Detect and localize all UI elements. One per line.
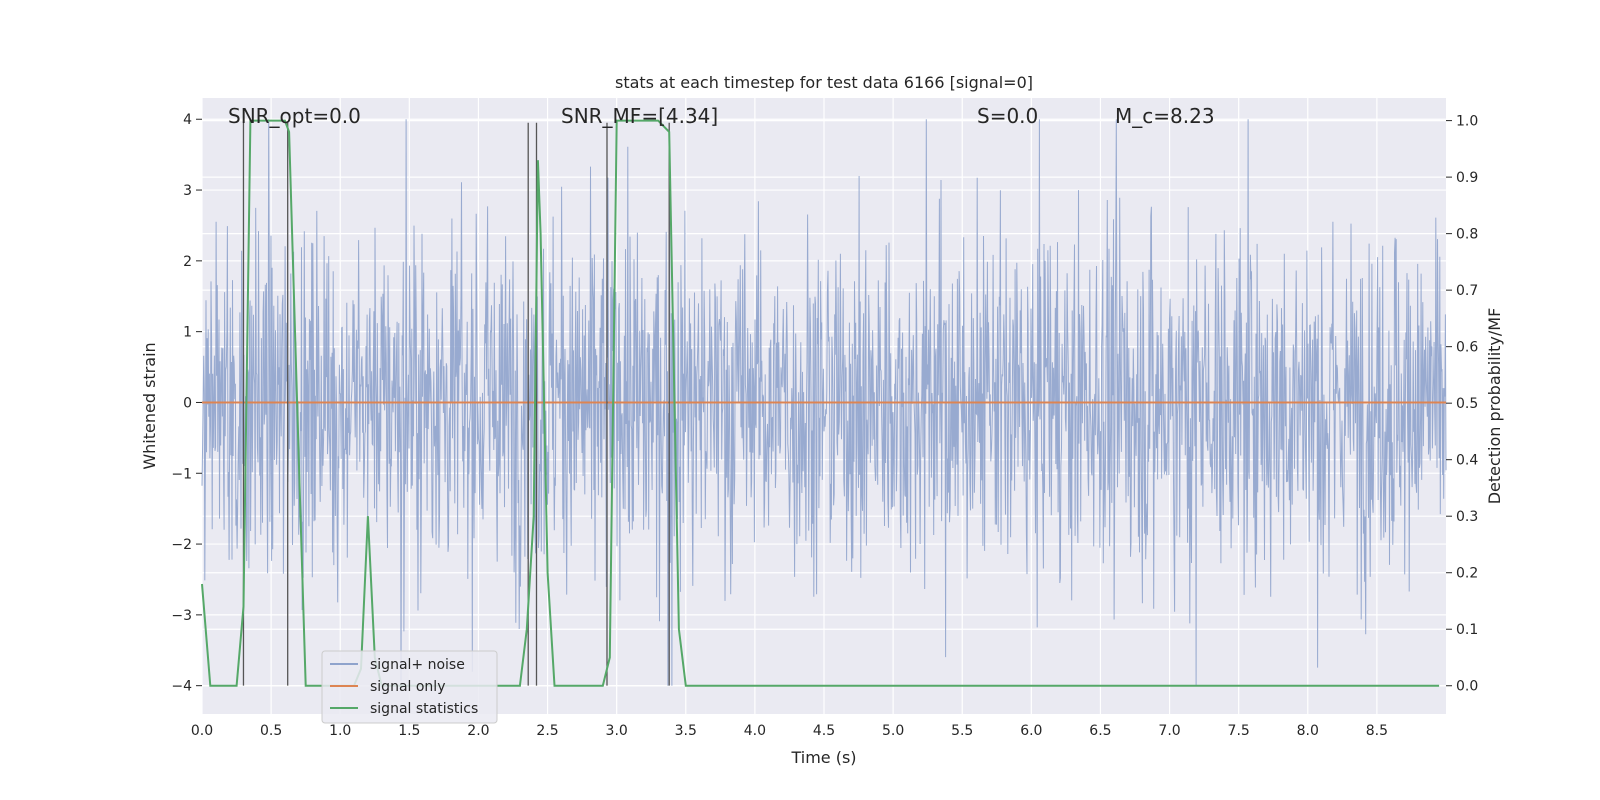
legend-box <box>321 650 498 724</box>
y-axis-title: Whitened strain <box>140 342 159 469</box>
x-tick-label: 3.5 <box>675 723 697 739</box>
x-tick-label: 7.5 <box>1228 723 1250 739</box>
x-tick-label: 4.5 <box>813 723 835 739</box>
y-right-tick-label: 1.0 <box>1456 114 1478 130</box>
x-tick-label: 1.5 <box>398 723 420 739</box>
x-tick-label: 0.0 <box>191 723 213 739</box>
x-tick-label: 7.0 <box>1158 723 1180 739</box>
legend-label-signal-only: signal only <box>370 679 445 695</box>
legend-label-signal-statistics: signal statistics <box>370 701 478 717</box>
y-right-tick-label: 0.4 <box>1456 453 1478 469</box>
legend: signal+ noise signal only signal statist… <box>321 650 498 724</box>
y-axis-ticks: 4 3 2 1 0 −1 −2 −3 −4 <box>171 112 202 695</box>
x-tick-label: 6.5 <box>1089 723 1111 739</box>
y-right-tick-label: 0.8 <box>1456 227 1478 243</box>
annotation-s: S=0.0 <box>977 104 1038 128</box>
x-tick-label: 3.0 <box>606 723 628 739</box>
y-tick-label: −1 <box>171 466 192 482</box>
y-right-tick-label: 0.7 <box>1456 283 1478 299</box>
y-tick-label: 4 <box>183 112 192 128</box>
y-tick-label: −4 <box>171 679 192 695</box>
x-tick-label: 6.0 <box>1020 723 1042 739</box>
y-tick-label: 0 <box>183 395 192 411</box>
y-right-axis-ticks: 1.0 0.9 0.8 0.7 0.6 0.5 0.4 0.3 0.2 0.1 0.0 <box>1446 114 1478 695</box>
x-axis-title: Time (s) <box>790 748 856 767</box>
annotation-mc: M_c=8.23 <box>1115 104 1215 128</box>
y-tick-label: 2 <box>183 254 192 270</box>
y-right-tick-label: 0.5 <box>1456 396 1478 412</box>
y-tick-label: 3 <box>183 183 192 199</box>
x-tick-label: 4.0 <box>744 723 766 739</box>
y-right-tick-label: 0.9 <box>1456 170 1478 186</box>
y-tick-label: −3 <box>171 608 192 624</box>
chart-title: stats at each timestep for test data 616… <box>615 73 1033 92</box>
y-tick-label: −2 <box>171 537 192 553</box>
y-right-tick-label: 0.0 <box>1456 679 1478 695</box>
x-tick-label: 8.0 <box>1297 723 1319 739</box>
x-tick-label: 1.0 <box>329 723 351 739</box>
x-tick-label: 8.5 <box>1366 723 1388 739</box>
legend-label-signal-noise: signal+ noise <box>370 657 465 673</box>
x-tick-label: 5.5 <box>951 723 973 739</box>
x-tick-label: 5.0 <box>882 723 904 739</box>
y-right-tick-label: 0.6 <box>1456 340 1478 356</box>
x-tick-label: 0.5 <box>260 723 282 739</box>
signal-noise-series <box>201 119 1447 686</box>
x-axis-ticks: 0.0 0.5 1.0 1.5 2.0 2.5 3.0 3.5 4.0 4.5 5.0 5.5 6.0 6… <box>191 723 1388 739</box>
signal-noise-line <box>201 119 1447 686</box>
y-tick-label: 1 <box>183 325 192 341</box>
x-tick-label: 2.5 <box>536 723 558 739</box>
y-right-tick-label: 0.2 <box>1456 566 1478 582</box>
x-tick-label: 2.0 <box>467 723 489 739</box>
y-right-tick-label: 0.3 <box>1456 509 1478 525</box>
y-right-tick-label: 0.1 <box>1456 622 1478 638</box>
annotation-snr-opt: SNR_opt=0.0 <box>228 104 361 128</box>
annotation-snr-mf: SNR_MF=[4.34] <box>561 104 718 128</box>
y-right-axis-title: Detection probability/MF <box>1485 308 1504 505</box>
